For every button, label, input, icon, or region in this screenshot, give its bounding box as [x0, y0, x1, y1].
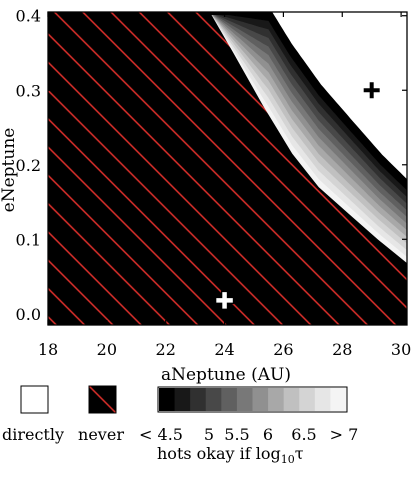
plot-content	[48, 12, 407, 325]
legend-scale-label-2: 5.5	[224, 425, 249, 444]
legend-scale-cell-6	[252, 388, 269, 411]
legend-swatch-never	[88, 385, 117, 414]
y-tick-label-2: 0.2	[16, 156, 41, 175]
y-tick-label-4: 0.4	[16, 7, 41, 26]
legend-scale-cell-9	[299, 388, 316, 411]
legend-scale-cell-8	[283, 388, 300, 411]
y-tick-label-3: 0.3	[16, 81, 41, 100]
x-tick-label-3: 24	[214, 340, 234, 359]
legend-scale-cell-10	[314, 388, 331, 411]
legend-scale-cell-0	[159, 388, 175, 411]
legend-scale-frame	[157, 386, 348, 413]
y-tick-label-0: 0.0	[16, 305, 41, 324]
marker-open-cross	[214, 290, 235, 311]
legend-scale-cell-11	[330, 388, 347, 411]
legend-scale-cell-4	[221, 388, 238, 411]
marker-filled-cross	[363, 82, 380, 99]
legend-swatch-directly	[20, 385, 49, 414]
plot-frame	[47, 11, 408, 326]
axis-ticks: 18 20 22 24 26 28 30 0.0 0.1 0.2 0.3 0.4	[16, 7, 412, 359]
legend: directly never < 4.5 5 5.5 6 6.5 > 7	[2, 385, 359, 444]
legend-scale-cell-1	[174, 388, 191, 411]
x-tick-label-4: 26	[273, 340, 293, 359]
y-axis-title: eNeptune	[0, 128, 19, 213]
x-tick-label-5: 28	[332, 340, 352, 359]
legend-label-never: never	[78, 425, 124, 444]
x-tick-label-0: 18	[38, 340, 58, 359]
legend-caption: hots okay if log10τ	[157, 444, 304, 466]
legend-scale-label-1: 5	[204, 425, 214, 444]
legend-caption-prefix: hots okay if log	[157, 444, 281, 463]
x-tick-label-6: 30	[391, 340, 411, 359]
legend-scale-cell-3	[205, 388, 222, 411]
legend-scale-cell-2	[190, 388, 207, 411]
legend-scale-cell-7	[268, 388, 285, 411]
x-tick-label-1: 20	[97, 340, 117, 359]
legend-scale-label-4: 6.5	[291, 425, 316, 444]
legend-label-directly: directly	[2, 425, 64, 444]
legend-scale-label-3: 6	[263, 425, 273, 444]
never-region	[48, 12, 407, 325]
legend-scale-cell-5	[236, 388, 253, 411]
x-axis-title: aNeptune (AU)	[161, 365, 291, 385]
legend-scale-label-5: > 7	[330, 425, 359, 444]
legend-scale-label-0: < 4.5	[139, 425, 183, 444]
x-tick-label-2: 22	[156, 340, 176, 359]
legend-caption-suffix: τ	[294, 444, 304, 463]
directly-boundary-edge	[209, 12, 407, 186]
y-tick-label-1: 0.1	[16, 230, 41, 249]
legend-caption-sub: 10	[280, 453, 295, 467]
legend-gray-scale	[159, 388, 347, 411]
